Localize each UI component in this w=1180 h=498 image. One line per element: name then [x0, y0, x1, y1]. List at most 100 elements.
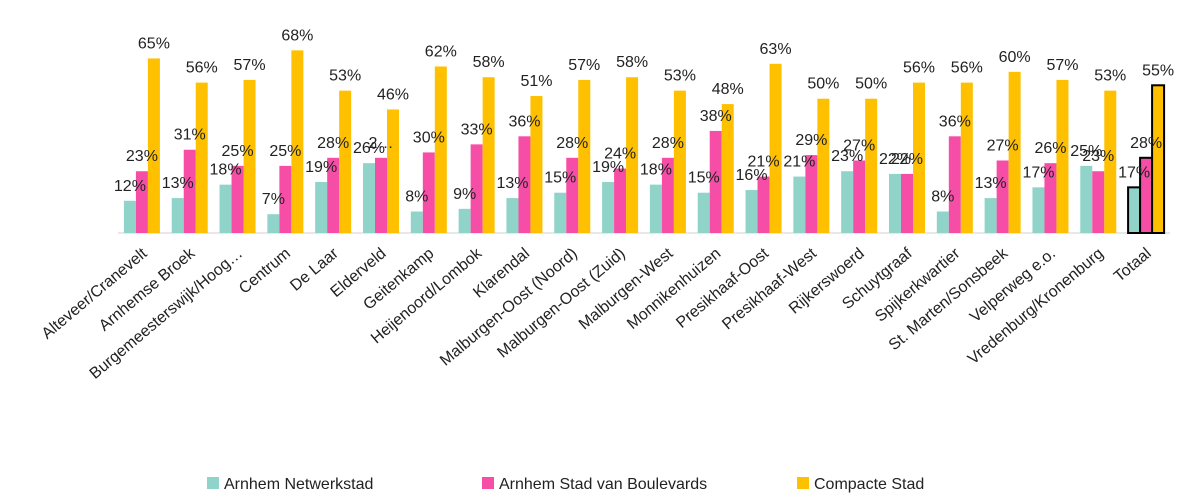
value-label: 15% — [544, 170, 576, 187]
value-label: 17% — [1022, 164, 1054, 181]
value-label: 56% — [951, 60, 983, 77]
value-label: 26% — [1034, 140, 1066, 157]
value-label: 17% — [1118, 164, 1150, 181]
bar — [673, 90, 686, 234]
bar — [1044, 163, 1057, 233]
value-label: 28% — [556, 135, 588, 152]
bar — [1032, 187, 1045, 233]
bar — [147, 58, 160, 233]
value-label: 50% — [855, 76, 887, 93]
value-label: 51% — [520, 73, 552, 90]
value-label: 24% — [604, 146, 636, 163]
bar — [996, 160, 1009, 233]
bar — [1127, 186, 1142, 234]
value-label: 18% — [210, 162, 242, 179]
x-tick-label: Centrum — [236, 245, 294, 297]
bar — [530, 96, 543, 234]
value-label: 56% — [903, 60, 935, 77]
value-label: 50% — [807, 76, 839, 93]
value-label: 9% — [453, 186, 476, 203]
legend-label: Arnhem Stad van Boulevards — [499, 476, 707, 493]
bar — [315, 181, 328, 233]
bar — [721, 104, 734, 233]
bar — [661, 157, 674, 233]
value-label: 30% — [413, 129, 445, 146]
value-label: 8% — [405, 189, 428, 206]
bar — [1056, 79, 1069, 234]
value-label: 2… — [369, 135, 394, 152]
value-label: 13% — [975, 175, 1007, 192]
value-label: 28% — [317, 135, 349, 152]
bar — [626, 77, 639, 233]
value-label: 13% — [162, 175, 194, 192]
bar — [267, 214, 280, 233]
bar — [183, 149, 196, 233]
value-label: 68% — [281, 27, 313, 44]
bar — [482, 77, 495, 233]
legend-swatch — [207, 477, 219, 489]
value-label: 23% — [831, 148, 863, 165]
value-label: 21% — [748, 154, 780, 171]
bar — [422, 152, 435, 233]
value-label: 21% — [783, 154, 815, 171]
bar — [123, 200, 136, 233]
bar — [697, 192, 710, 233]
value-label: 23% — [1082, 148, 1114, 165]
bar — [1080, 165, 1093, 233]
bar — [817, 98, 830, 233]
bar — [1092, 171, 1105, 233]
value-label: 15% — [688, 170, 720, 187]
bar — [578, 79, 591, 234]
value-label: 25% — [222, 143, 254, 160]
value-label: 36% — [508, 113, 540, 130]
bar — [913, 82, 925, 233]
bar — [375, 157, 387, 233]
bar — [901, 173, 913, 233]
bar — [769, 63, 782, 233]
bar — [853, 160, 866, 233]
value-label: 53% — [1094, 68, 1126, 85]
bar — [458, 208, 471, 233]
bar — [936, 211, 949, 233]
value-label: 33% — [461, 121, 493, 138]
value-label: 57% — [568, 57, 600, 74]
value-label: 62% — [425, 43, 457, 60]
value-label: 56% — [186, 60, 218, 77]
value-label: 16% — [736, 167, 768, 184]
bar — [865, 98, 878, 233]
value-label: 38% — [700, 108, 732, 125]
value-label: 48% — [712, 81, 744, 98]
bar — [649, 184, 662, 233]
value-label: 8% — [931, 189, 954, 206]
value-label: 57% — [1046, 57, 1078, 74]
value-label: 19% — [305, 159, 337, 176]
bar — [171, 198, 184, 233]
bar — [434, 66, 447, 233]
value-label: 13% — [496, 175, 528, 192]
bar — [518, 136, 531, 233]
bar — [195, 82, 208, 233]
bar — [960, 82, 973, 233]
bar — [889, 173, 901, 233]
value-label: 28% — [652, 135, 684, 152]
legend-swatch — [482, 477, 494, 489]
value-label: 27% — [987, 137, 1019, 154]
legend-label: Arnhem Netwerkstad — [224, 476, 373, 493]
bar — [566, 157, 579, 233]
x-tick-label: Totaal — [1111, 245, 1155, 285]
bar — [327, 157, 340, 233]
value-label: 53% — [329, 68, 361, 85]
value-label: 28% — [1130, 135, 1162, 152]
bar — [279, 165, 292, 233]
bar — [757, 176, 770, 233]
value-label: 22% — [891, 151, 923, 168]
bar — [470, 144, 483, 233]
bar — [339, 90, 352, 234]
bar — [793, 176, 806, 233]
value-label: 63% — [760, 41, 792, 58]
value-label: 26% — [353, 140, 385, 157]
value-label: 65% — [138, 35, 170, 52]
value-label: 18% — [640, 162, 672, 179]
value-label: 31% — [174, 127, 206, 144]
